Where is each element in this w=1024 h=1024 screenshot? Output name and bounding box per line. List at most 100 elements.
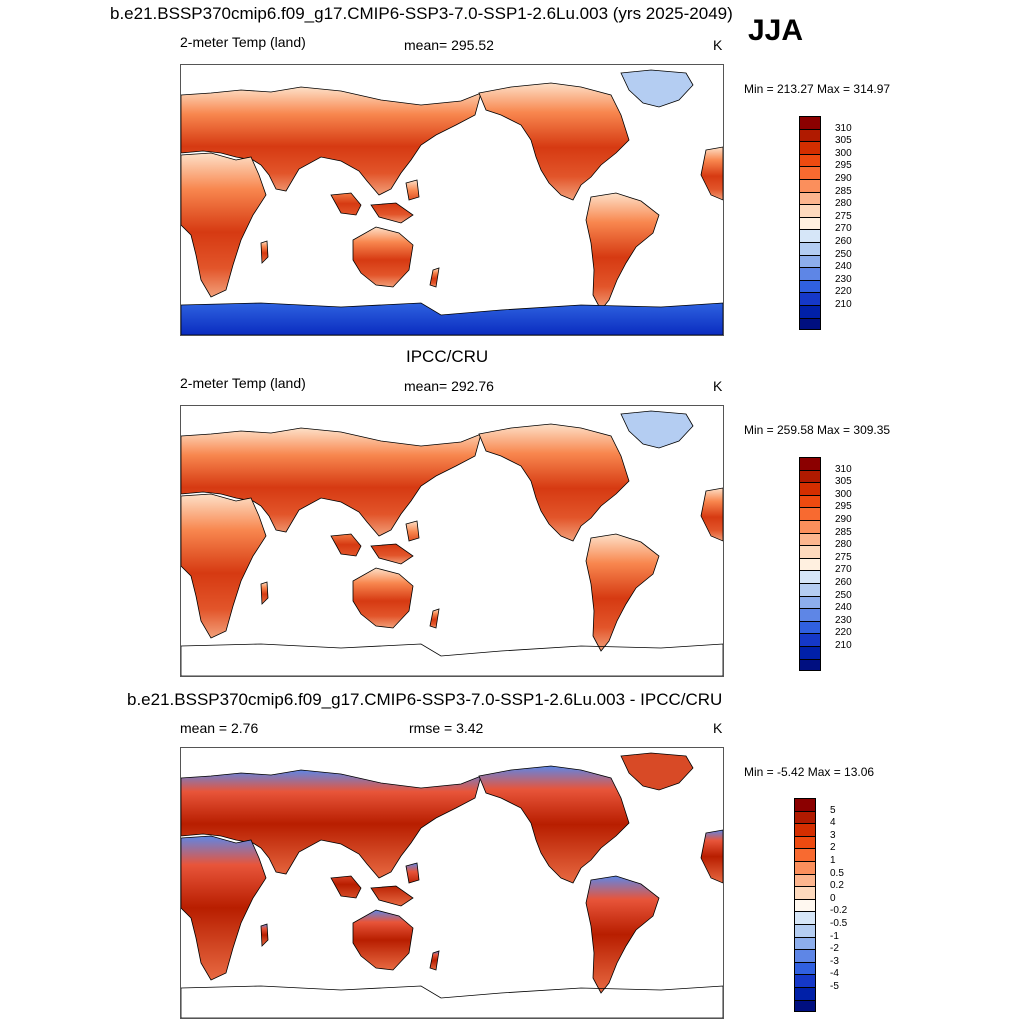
colorbar-swatch [799,305,821,318]
season-label: JJA [748,14,804,47]
colorbar-tick-label: 250 [835,248,852,260]
antarctica-landmass [181,985,723,1018]
colorbar-tick-label: 250 [835,589,852,601]
colorbar-swatch [799,229,821,242]
colorbar-tick-label: -0.2 [830,905,848,917]
eurasia-landmass [181,427,482,537]
colorbar-tick-label: 230 [835,273,852,285]
colorbar-swatch [799,254,821,268]
colorbar-swatch [794,873,816,887]
colorbar-swatch [799,583,821,596]
greenland-landmass [620,410,694,449]
panel-diff-map [180,747,724,1019]
panel-diff-units: K [713,720,723,736]
panel-obs-title: IPCC/CRU [406,347,489,366]
namerica-landmass [478,82,630,201]
colorbar-tick-label: 300 [835,488,852,500]
colorbar-swatch [799,242,821,255]
madagascar-landmass [260,923,269,947]
colorbar-tick-label: 230 [835,614,852,626]
colorbar-swatch [799,608,821,621]
panel-diff-minmax: Min = -5.42 Max = 13.06 [744,765,875,779]
colorbar-swatch [799,620,821,634]
colorbar-tick-label: 240 [835,261,852,273]
colorbar-tick-label: 275 [835,551,852,563]
colorbar-tick-label: 5 [830,804,836,816]
colorbar-swatch [799,204,821,217]
colorbar-swatch [799,532,821,546]
colorbar-swatch [794,823,816,836]
panel-diff-rmse-label: rmse = 3.42 [409,720,484,736]
colorbar-tick-label: 240 [835,602,852,614]
greenland-landmass [620,69,694,108]
namerica-landmass [478,765,630,884]
colorbar-tick-label: 2 [830,842,836,854]
samerica-landmass [585,875,660,994]
panel-model-mean-label: mean= 295.52 [404,37,494,53]
colorbar-swatch [794,936,816,950]
panel-model-minmax: Min = 213.27 Max = 314.97 [744,82,891,96]
colorbar-swatch [794,848,816,861]
panel-obs-minmax: Min = 259.58 Max = 309.35 [744,423,891,437]
panel-model-map [180,64,724,336]
colorbar-swatch [799,658,821,672]
colorbar-tick-label: -5 [830,981,839,992]
africawest-landmass [700,829,723,884]
colorbar-swatch [799,216,821,230]
colorbar-swatch [799,507,821,520]
colorbar-tick-label: -2 [830,943,839,955]
main-title: b.e21.BSSP370cmip6.f09_g17.CMIP6-SSP3-7.… [110,4,733,23]
colorbar-swatch [799,292,821,305]
colorbar-swatch [794,886,816,899]
colorbar-swatch [799,646,821,659]
panel-model-variable-label: 2-meter Temp (land) [180,34,306,50]
colorbar-tick-label: 210 [835,299,852,310]
seasia-landmass [330,179,420,224]
colorbar-swatch [794,987,816,1000]
africa-landmass [181,835,267,981]
colorbar-tick-label: -0.5 [830,918,848,929]
colorbar-tick-label: 290 [835,173,852,184]
panel-diff-mean-label: mean = 2.76 [180,720,259,736]
panel-diff-title: b.e21.BSSP370cmip6.f09_g17.CMIP6-SSP3-7.… [127,690,723,709]
africawest-landmass [700,487,723,542]
colorbar-tick-label: 285 [835,526,852,538]
colorbar-swatch [799,279,821,293]
seasia-landmass [330,520,420,565]
madagascar-landmass [260,581,269,605]
australia-landmass [352,567,414,629]
colorbar-tick-label: 220 [835,286,852,298]
colorbar-swatch [794,835,816,849]
colorbar-tick-label: 3 [830,829,836,841]
colorbar-tick-label: 310 [835,122,852,134]
colorbar-swatch [799,179,821,192]
colorbar-swatch [799,494,821,508]
newzealand-landmass [429,608,440,629]
australia-landmass [352,909,414,971]
colorbar-swatch [799,153,821,167]
panel-obs-units: K [713,378,723,394]
antarctica-landmass [181,643,723,676]
colorbar-tick-label: 4 [830,817,836,829]
colorbar-swatch [794,949,816,962]
colorbar-swatch [799,633,821,646]
colorbar-swatch [799,317,821,331]
colorbar-tick-label: 260 [835,236,852,247]
colorbar-swatch [799,595,821,609]
colorbar-tick-label: -4 [830,968,839,980]
africa-landmass [181,493,267,639]
colorbar-swatch [794,810,816,824]
colorbar-tick-label: 260 [835,577,852,588]
africawest-landmass [700,146,723,201]
colorbar-swatch [794,974,816,987]
panel-obs-mean-label: mean= 292.76 [404,378,494,394]
colorbar-swatch [799,267,821,280]
colorbar-tick-label: 1 [830,855,836,866]
colorbar-tick-label: 220 [835,627,852,639]
colorbar-swatch [799,128,821,142]
colorbar-swatch [799,457,821,470]
colorbar-tick-label: 305 [835,476,852,488]
colorbar-tick-label: 280 [835,539,852,551]
eurasia-landmass [181,86,482,196]
colorbar-tick-label: 290 [835,514,852,525]
